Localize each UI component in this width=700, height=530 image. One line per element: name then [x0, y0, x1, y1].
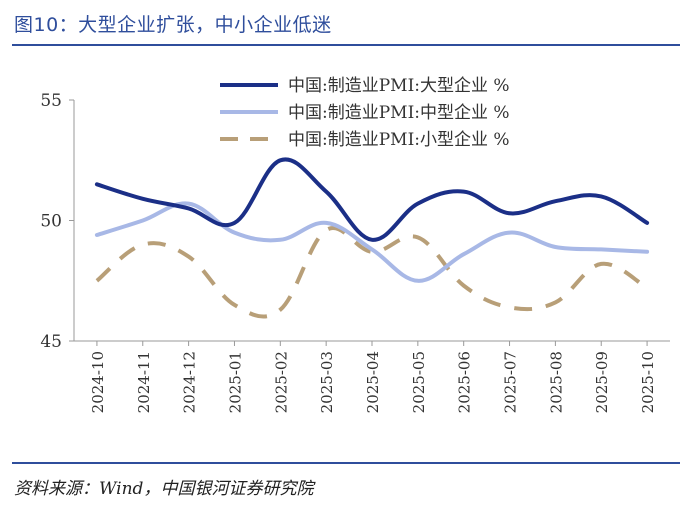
x-tick-label: 2025-02 — [272, 351, 290, 413]
x-tick-label: 2025-09 — [593, 351, 611, 413]
x-tick-label: 2025-01 — [226, 351, 244, 413]
figure-title: 图10：大型企业扩张，中小企业低迷 — [14, 14, 332, 36]
y-tick-label: 55 — [40, 91, 62, 111]
series-line-small — [95, 226, 649, 319]
source-divider — [12, 462, 680, 464]
x-tick-label: 2024-10 — [89, 351, 107, 413]
x-tick-label: 2025-06 — [456, 351, 474, 413]
title-divider — [12, 44, 680, 46]
x-tick-label: 2025-07 — [502, 351, 520, 413]
legend-item-medium: 中国:制造业PMI:中型企业 % — [220, 103, 510, 123]
series-line-large — [94, 157, 650, 242]
legend-item-large: 中国:制造业PMI:大型企业 % — [220, 76, 510, 96]
x-tick-label: 2025-04 — [364, 351, 382, 413]
x-tick-label: 2025-05 — [410, 351, 428, 413]
legend-label: 中国:制造业PMI:小型企业 % — [288, 130, 510, 150]
legend: 中国:制造业PMI:大型企业 % 中国:制造业PMI:中型企业 % 中国:制造业PM… — [220, 76, 510, 150]
x-tick-label: 2024-11 — [135, 351, 153, 413]
x-tick-label: 2025-03 — [318, 351, 336, 413]
legend-item-small: 中国:制造业PMI:小型企业 % — [220, 130, 510, 150]
series-lines — [94, 157, 650, 319]
x-tick-label: 2024-12 — [181, 351, 199, 413]
legend-label: 中国:制造业PMI:大型企业 % — [288, 76, 510, 96]
x-tick-label: 2025-08 — [547, 351, 565, 413]
y-tick-label: 45 — [40, 332, 62, 352]
series-line-medium — [94, 201, 650, 283]
x-tick-label: 2025-10 — [639, 351, 657, 413]
y-tick-label: 50 — [40, 212, 62, 232]
legend-label: 中国:制造业PMI:中型企业 % — [288, 103, 510, 123]
axes: 45 50 55 2024-10 2024-11 2024-12 2025-01 2025-0… — [40, 91, 670, 413]
source-note: 资料来源：Wind，中国银河证券研究院 — [14, 479, 314, 499]
